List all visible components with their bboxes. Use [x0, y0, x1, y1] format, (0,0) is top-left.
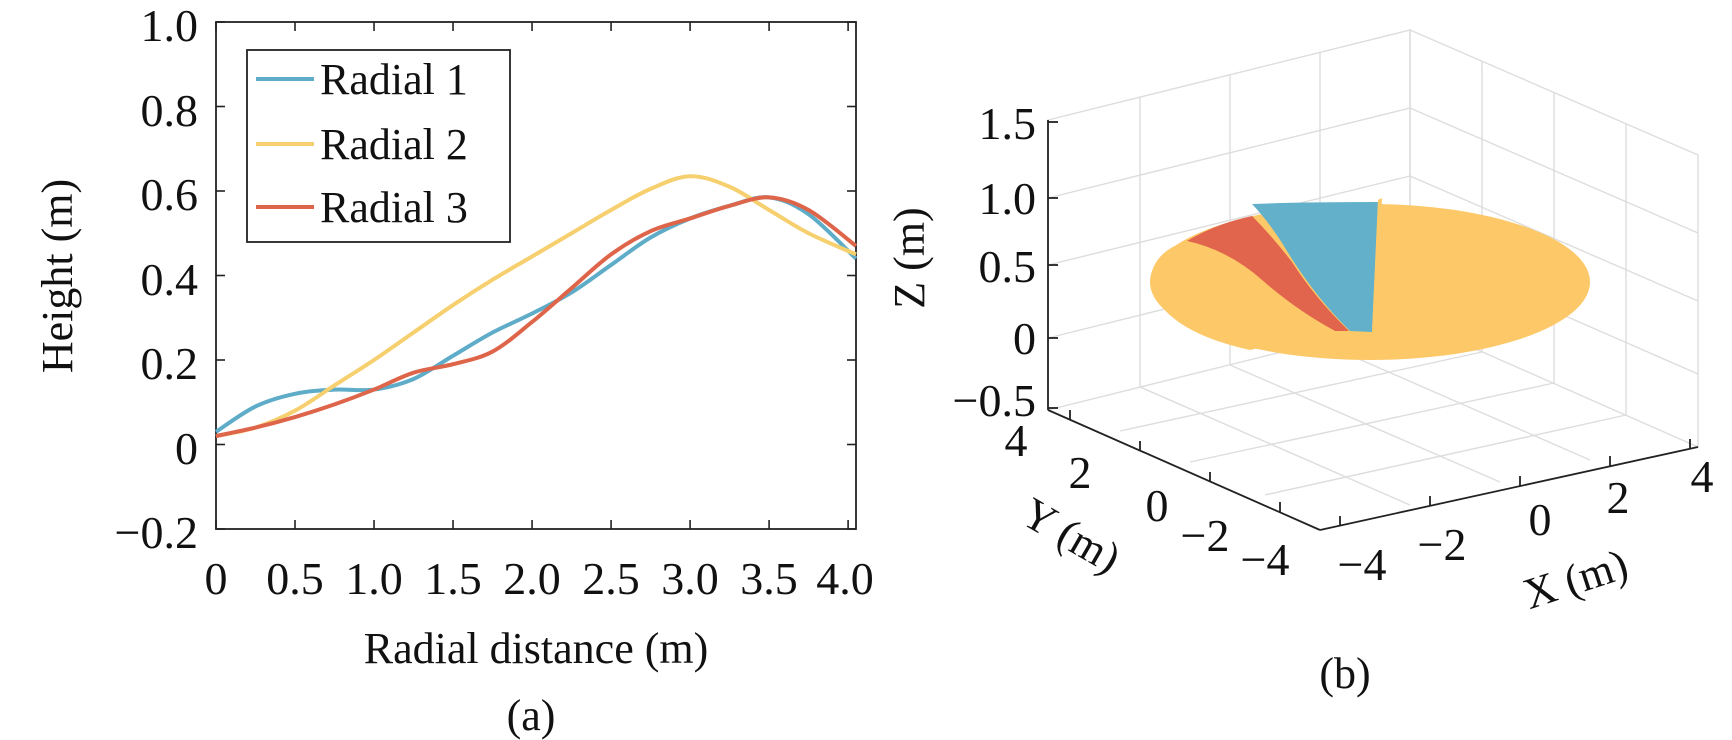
y-tick-label: −2 — [1181, 510, 1230, 561]
x-tick-label: −4 — [1338, 539, 1387, 590]
surface-wedge-blue — [1252, 202, 1378, 332]
grid-line — [1047, 175, 1411, 266]
axes-3d — [1047, 120, 1699, 531]
x-tick-label: 4 — [1691, 451, 1714, 502]
y-tick-label: −4 — [1241, 534, 1290, 585]
panel-label-a: (a) — [507, 691, 556, 740]
x-tick-label: 2 — [1607, 472, 1630, 523]
surface-peak-right — [1372, 198, 1382, 333]
z-tick-label: 0.5 — [979, 241, 1037, 292]
z-tick-label: 1.5 — [979, 98, 1037, 149]
x-tick-label: 2.5 — [582, 553, 640, 604]
grid-line — [1264, 414, 1627, 496]
legend-label: Radial 3 — [320, 183, 468, 232]
grid-line — [1139, 386, 1411, 506]
x-tick-label: 4.0 — [816, 553, 874, 604]
x-axis-title: Radial distance (m) — [364, 624, 709, 673]
legend: Radial 1 Radial 2 Radial 3 — [246, 49, 511, 243]
legend-label: Radial 2 — [320, 120, 468, 169]
z-tick-labels: 1.5 1.0 0.5 0 −0.5 — [953, 98, 1036, 426]
x3d-tick-labels: −4 −2 0 2 4 — [1338, 451, 1714, 590]
tick-marks — [215, 21, 856, 530]
x-tick-label: 2.0 — [503, 553, 561, 604]
legend-label: Radial 1 — [320, 55, 468, 104]
y-tick-label: 0 — [1146, 480, 1169, 531]
x-tick-label: 0 — [205, 553, 228, 604]
x-tick-label: 3.0 — [661, 553, 719, 604]
y-tick-label: 0 — [175, 423, 198, 474]
y-axis-title: Y (m) — [1014, 488, 1129, 583]
grid-line — [1319, 341, 1591, 461]
x-tick-label: −2 — [1418, 519, 1467, 570]
z-axis-title: Z (m) — [885, 207, 934, 308]
y3d-tick-labels: 4 2 0 −2 −4 — [1005, 415, 1290, 585]
z-tick-label: 0 — [1013, 313, 1036, 364]
y-tick-label: 4 — [1005, 415, 1028, 466]
surface-fold-yellow — [1150, 241, 1335, 350]
x-tick-label: 3.5 — [740, 553, 798, 604]
y-tick-label: 1.0 — [141, 0, 199, 51]
z-tick-label: −0.5 — [953, 375, 1036, 426]
x-tick-label: 1.0 — [345, 553, 403, 604]
y-tick-label: −0.2 — [115, 507, 198, 558]
surface — [1150, 198, 1590, 360]
series-lines — [214, 174, 858, 439]
y-tick-label: 0.6 — [141, 169, 199, 220]
y-tick-labels: 1.0 0.8 0.6 0.4 0.2 0 −0.2 — [115, 0, 198, 558]
panel-b-3d-surface: 1.5 1.0 0.5 0 −0.5 4 2 0 −2 −4 −4 −2 0 2… — [885, 28, 1714, 698]
x-tick-label: 0.5 — [266, 553, 324, 604]
series-line-radial-2 — [215, 174, 857, 439]
grid-line — [1047, 107, 1411, 199]
y-tick-label: 0.8 — [141, 85, 199, 136]
x-tick-label: 1.5 — [424, 553, 482, 604]
panel-a-line-chart: 1.0 0.8 0.6 0.4 0.2 0 −0.2 0 0.5 1.0 1.5… — [33, 0, 874, 740]
x-axis-title: X (m) — [1517, 539, 1633, 618]
surface-wedge-red — [1187, 216, 1349, 331]
y-tick-label: 0.2 — [141, 338, 199, 389]
panel-label-b: (b) — [1319, 649, 1370, 698]
grid-line — [1189, 382, 1555, 463]
y-tick-label: 2 — [1069, 447, 1092, 498]
x-axis-line — [1319, 446, 1699, 531]
series-line-radial-3 — [215, 195, 858, 439]
y-axis-line — [1047, 409, 1321, 531]
grid-line — [1119, 351, 1483, 432]
x-tick-label: 0 — [1529, 494, 1552, 545]
x-tick-labels: 0 0.5 1.0 1.5 2.0 2.5 3.0 3.5 4.0 — [205, 553, 874, 604]
z-tick-label: 1.0 — [979, 173, 1037, 224]
y-axis-title: Height (m) — [33, 179, 82, 373]
y-tick-label: 0.4 — [141, 254, 199, 305]
